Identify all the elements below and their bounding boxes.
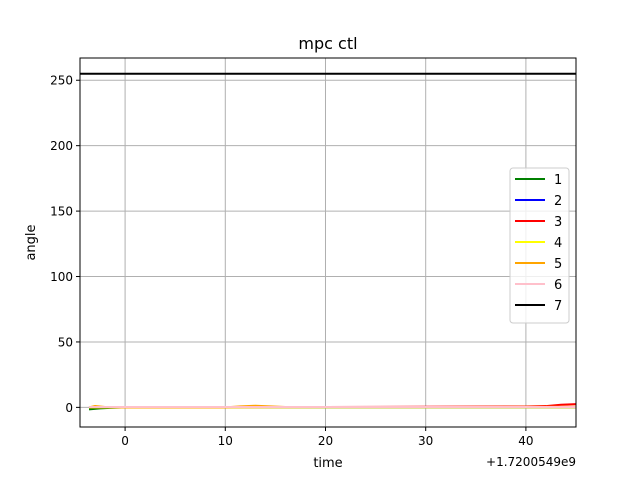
legend-label: 4	[554, 236, 562, 251]
chart-title: mpc ctl	[298, 34, 357, 53]
y-tick-label: 0	[65, 401, 73, 415]
y-tick-label: 100	[50, 270, 73, 284]
x-tick-label: 40	[518, 434, 533, 448]
x-axis-label: time	[313, 456, 342, 471]
legend: 1 2 3 4 5 6 7	[509, 167, 570, 324]
x-tick-label: 10	[218, 434, 233, 448]
series-lines	[80, 72, 576, 411]
legend-label: 2	[554, 194, 562, 209]
grid	[80, 58, 576, 427]
x-tick-label: 30	[418, 434, 433, 448]
legend-label: 6	[554, 278, 562, 293]
legend-label: 7	[554, 299, 562, 314]
x-tick-label: 20	[318, 434, 333, 448]
ticks: 0 10 20 30 40 0 50 100 150 200 250	[50, 74, 533, 448]
plot-frame	[79, 57, 577, 428]
y-tick-label: 200	[50, 139, 73, 153]
x-axis-offset-label: +1.7200549e9	[486, 455, 576, 469]
y-axis-label: angle	[24, 224, 39, 260]
x-tick-label: 0	[121, 434, 129, 448]
y-tick-label: 250	[50, 74, 73, 88]
legend-label: 5	[554, 257, 562, 272]
y-tick-label: 50	[58, 335, 73, 349]
legend-label: 1	[554, 173, 562, 188]
legend-label: 3	[554, 215, 562, 230]
y-tick-label: 150	[50, 205, 73, 219]
